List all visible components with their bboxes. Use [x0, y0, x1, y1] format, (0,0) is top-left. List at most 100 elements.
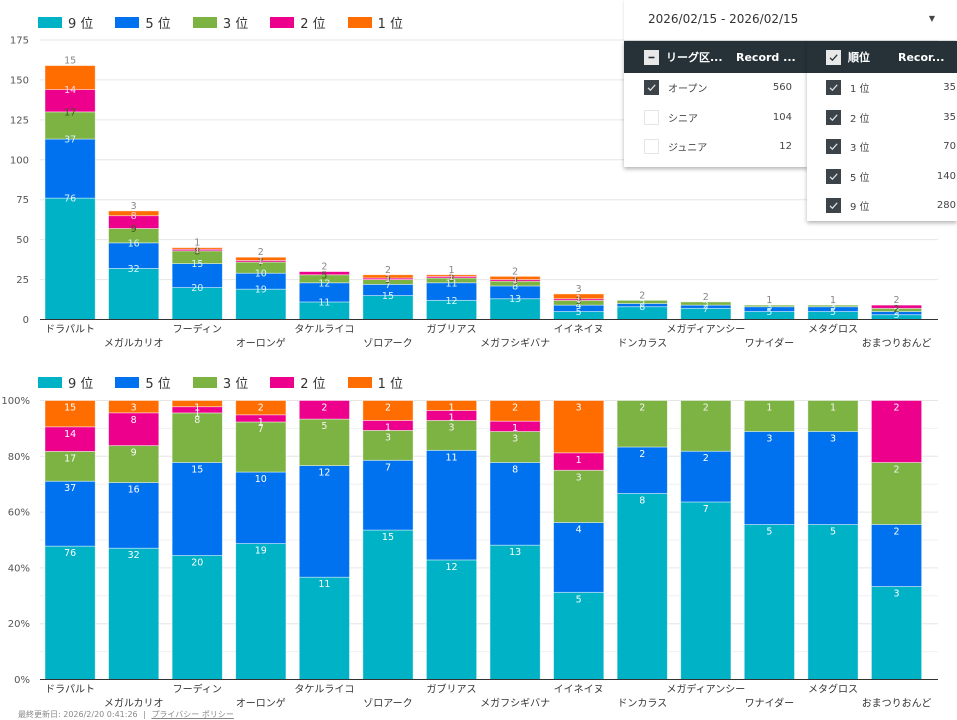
legend-item[interactable]: 3 位: [192, 13, 248, 32]
bar-stack[interactable]: 722: [680, 400, 732, 680]
bar-segment[interactable]: [44, 480, 96, 547]
legend-item[interactable]: 9 位: [38, 373, 93, 392]
rank-option-checkbox[interactable]: [826, 80, 841, 96]
bar-segment[interactable]: [44, 545, 96, 680]
bar-segment[interactable]: [108, 400, 160, 414]
bar-stack[interactable]: 822: [616, 400, 668, 680]
league-option[interactable]: ジュニア 12: [624, 132, 808, 162]
bar-segment[interactable]: [298, 576, 350, 680]
bar-segment[interactable]: [616, 400, 668, 448]
bar-stack[interactable]: 722: [680, 292, 732, 320]
privacy-policy-link[interactable]: プライバシー ポリシー: [151, 710, 234, 719]
bar-segment[interactable]: [298, 465, 350, 578]
rank-option[interactable]: 5 位 140: [807, 162, 957, 192]
bar-segment[interactable]: [871, 400, 923, 463]
bar-segment[interactable]: [553, 469, 605, 523]
bar-segment[interactable]: [298, 271, 350, 276]
bar-segment[interactable]: [807, 524, 859, 680]
bar-segment[interactable]: [426, 420, 478, 451]
league-option[interactable]: オープン 560: [624, 73, 808, 103]
bar-segment[interactable]: [171, 400, 223, 408]
legend-item[interactable]: 3 位: [192, 373, 248, 392]
bar-segment[interactable]: [426, 274, 478, 277]
bar-segment[interactable]: [171, 462, 223, 556]
bar-segment[interactable]: [235, 543, 287, 680]
bar-segment[interactable]: [298, 418, 350, 467]
league-option-checkbox[interactable]: [644, 80, 659, 96]
rank-option[interactable]: 3 位 70: [807, 132, 957, 162]
bar-segment[interactable]: [171, 247, 223, 250]
bar-segment[interactable]: [680, 301, 732, 306]
legend-item[interactable]: 2 位: [270, 373, 326, 392]
bar-segment[interactable]: [871, 462, 923, 525]
rank-option[interactable]: 2 位 35: [807, 103, 957, 133]
bar-segment[interactable]: [489, 400, 541, 422]
league-record-column-header[interactable]: Record ...: [736, 50, 796, 64]
bar-stack[interactable]: 20 15 811: [171, 400, 223, 680]
league-option-checkbox[interactable]: [644, 109, 659, 125]
bar-stack[interactable]: 531: [807, 295, 859, 320]
legend-item[interactable]: 5 位: [115, 373, 171, 392]
bar-segment[interactable]: [807, 400, 859, 432]
bar-segment[interactable]: [44, 111, 96, 140]
bar-stack[interactable]: 32 16 9 83: [108, 201, 160, 320]
bar-stack[interactable]: 76 37 17 14 15: [44, 400, 96, 680]
bar-segment[interactable]: [44, 450, 96, 482]
rank-record-column-header[interactable]: Recor...: [898, 50, 945, 64]
rank-option[interactable]: 9 位 280: [807, 191, 957, 221]
bar-segment[interactable]: [108, 242, 160, 269]
rank-column-header[interactable]: 順位: [848, 51, 870, 64]
legend-item[interactable]: 1 位: [347, 13, 403, 32]
bar-segment[interactable]: [426, 400, 478, 411]
bar-segment[interactable]: [235, 256, 287, 261]
bar-segment[interactable]: [426, 559, 478, 680]
rank-option[interactable]: 1 位 35: [807, 73, 957, 103]
legend-item[interactable]: 2 位: [270, 13, 326, 32]
bar-segment[interactable]: [362, 400, 414, 421]
bar-segment[interactable]: [489, 544, 541, 680]
bar-segment[interactable]: [171, 287, 223, 320]
select-all-rank-checkbox[interactable]: [826, 49, 841, 65]
bar-segment[interactable]: [553, 293, 605, 300]
bar-segment[interactable]: [44, 400, 96, 428]
league-option[interactable]: シニア 104: [624, 103, 808, 133]
bar-stack[interactable]: 531: [743, 400, 795, 680]
select-all-league-checkbox[interactable]: [644, 49, 659, 65]
bar-segment[interactable]: [108, 547, 160, 680]
bar-segment[interactable]: [108, 445, 160, 483]
rank-option-checkbox[interactable]: [826, 168, 841, 184]
bar-stack[interactable]: 19 10 71 2: [235, 400, 287, 680]
bar-segment[interactable]: [298, 400, 350, 420]
legend-item[interactable]: 1 位: [347, 373, 403, 392]
bar-stack[interactable]: 531: [743, 295, 795, 320]
bar-stack[interactable]: 822: [616, 290, 668, 320]
caret-down-icon[interactable]: ▼: [928, 14, 935, 23]
bar-segment[interactable]: [426, 449, 478, 561]
bar-segment[interactable]: [871, 304, 923, 309]
bar-segment[interactable]: [44, 65, 96, 90]
bar-segment[interactable]: [108, 210, 160, 217]
bar-segment[interactable]: [743, 431, 795, 525]
bar-segment[interactable]: [553, 400, 605, 454]
bar-stack[interactable]: 531: [807, 400, 859, 680]
bar-stack[interactable]: 32 16 9 83: [108, 400, 160, 680]
bar-segment[interactable]: [616, 446, 668, 494]
bar-segment[interactable]: [743, 524, 795, 680]
date-range-picker[interactable]: 2026/02/15 - 2026/02/15 ▼: [624, 0, 957, 40]
bar-segment[interactable]: [871, 586, 923, 680]
bar-segment[interactable]: [553, 591, 605, 680]
bar-segment[interactable]: [616, 493, 668, 680]
bar-segment[interactable]: [235, 471, 287, 544]
bar-segment[interactable]: [362, 429, 414, 461]
rank-option-checkbox[interactable]: [826, 109, 841, 125]
bar-segment[interactable]: [616, 299, 668, 304]
bar-stack[interactable]: 20 15 811: [171, 238, 223, 320]
